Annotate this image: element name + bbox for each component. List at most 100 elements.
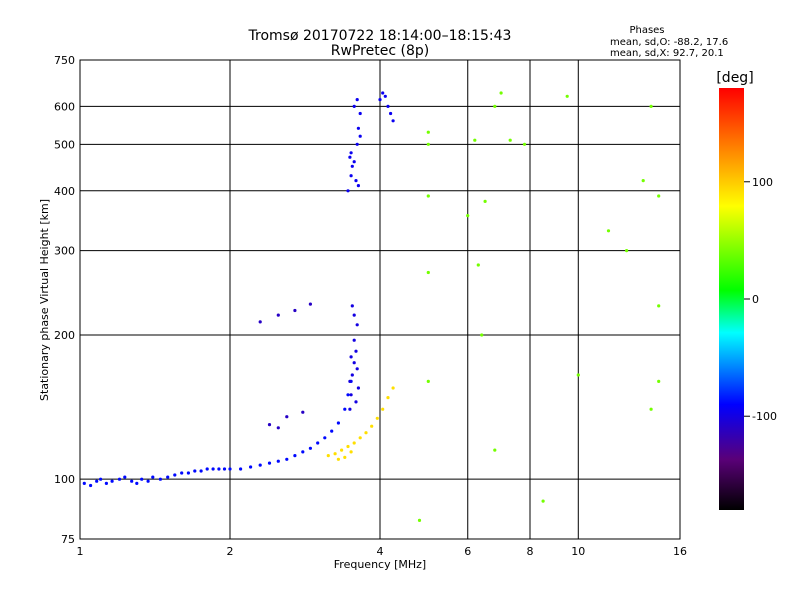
- data-point: [330, 429, 334, 433]
- data-point: [389, 111, 393, 116]
- data-point: [308, 446, 312, 450]
- data-points: [82, 91, 661, 523]
- data-point: [493, 448, 497, 452]
- data-point: [348, 155, 352, 159]
- data-point: [349, 174, 353, 178]
- data-point: [350, 304, 354, 308]
- data-point: [358, 111, 362, 116]
- legend-title: Phases: [629, 25, 664, 36]
- data-point: [211, 467, 215, 471]
- data-point: [82, 481, 86, 485]
- data-point: [466, 214, 470, 218]
- y-axis-label: Stationary phase Virtual Height [km]: [38, 199, 51, 401]
- data-point: [606, 229, 611, 233]
- grid: [80, 60, 680, 539]
- data-point: [358, 134, 362, 138]
- data-point: [343, 455, 347, 459]
- data-point: [293, 308, 297, 313]
- data-point: [336, 421, 340, 425]
- data-point: [349, 355, 353, 359]
- data-point: [493, 104, 497, 108]
- data-point: [391, 386, 395, 390]
- data-point: [130, 479, 134, 483]
- data-point: [308, 302, 312, 306]
- data-point: [352, 338, 356, 342]
- data-point: [355, 98, 359, 102]
- colorbar-tick-label: -100: [752, 410, 777, 423]
- data-point: [354, 179, 358, 183]
- data-point: [508, 138, 512, 142]
- data-point: [135, 481, 139, 485]
- data-point: [249, 465, 253, 469]
- data-point: [316, 441, 320, 445]
- data-point: [158, 477, 162, 481]
- chart-subtitle: RwPretec (8p): [331, 43, 429, 59]
- data-point: [355, 367, 359, 371]
- data-point: [625, 249, 629, 253]
- data-point: [352, 441, 356, 445]
- data-point: [205, 467, 209, 471]
- data-point: [499, 91, 503, 95]
- data-point: [349, 450, 353, 454]
- data-point: [349, 151, 353, 155]
- data-point: [350, 164, 354, 168]
- data-point: [356, 126, 360, 130]
- colorbar-ticks: 100 0 -100: [744, 176, 777, 423]
- data-point: [285, 415, 289, 419]
- data-point: [352, 313, 356, 317]
- data-point: [333, 452, 337, 456]
- data-point: [657, 194, 661, 198]
- data-point: [522, 142, 527, 146]
- data-point: [285, 457, 289, 461]
- data-point: [391, 119, 395, 123]
- data-point: [350, 373, 354, 377]
- y-tick-label: 75: [61, 533, 75, 546]
- x-tick-label: 10: [571, 545, 585, 558]
- data-point: [180, 471, 184, 475]
- data-point: [354, 400, 358, 404]
- data-point: [267, 423, 272, 427]
- data-point: [95, 479, 99, 483]
- chart-title: Tromsø 20170722 18:14:00–18:15:43: [248, 28, 512, 44]
- colorbar-tick-label: 0: [752, 293, 759, 306]
- data-point: [426, 379, 430, 383]
- data-point: [426, 270, 430, 275]
- data-point: [123, 475, 127, 479]
- data-point: [352, 361, 356, 365]
- data-point: [336, 457, 340, 461]
- data-point: [649, 104, 653, 108]
- data-point: [426, 194, 430, 198]
- data-point: [657, 304, 661, 308]
- data-point: [186, 471, 190, 475]
- data-point: [355, 323, 359, 327]
- data-point: [354, 349, 358, 353]
- data-point: [576, 373, 580, 377]
- data-point: [258, 320, 262, 324]
- y-tick-label: 300: [54, 245, 75, 258]
- y-tick-label: 750: [54, 54, 75, 67]
- data-point: [375, 416, 379, 420]
- data-point: [358, 436, 362, 440]
- colorbar-tick-label: 100: [752, 176, 773, 189]
- data-point: [99, 477, 103, 481]
- data-point: [370, 424, 374, 428]
- data-point: [239, 467, 243, 471]
- data-point: [364, 431, 368, 435]
- y-tick-label: 200: [54, 329, 75, 342]
- data-point: [340, 448, 344, 452]
- data-point: [473, 138, 477, 142]
- x-tick-label: 8: [527, 545, 534, 558]
- data-point: [355, 142, 359, 146]
- data-point: [110, 479, 114, 483]
- data-point: [381, 407, 385, 411]
- plot-frame: [79, 59, 681, 540]
- data-point: [267, 461, 272, 465]
- legend-line-x: mean, sd,X: 92.7, 20.1: [610, 48, 724, 59]
- y-tick-label: 600: [54, 100, 75, 113]
- data-point: [343, 407, 347, 411]
- data-point: [222, 467, 227, 471]
- data-point: [117, 477, 122, 481]
- data-point: [480, 333, 484, 337]
- data-point: [641, 179, 645, 183]
